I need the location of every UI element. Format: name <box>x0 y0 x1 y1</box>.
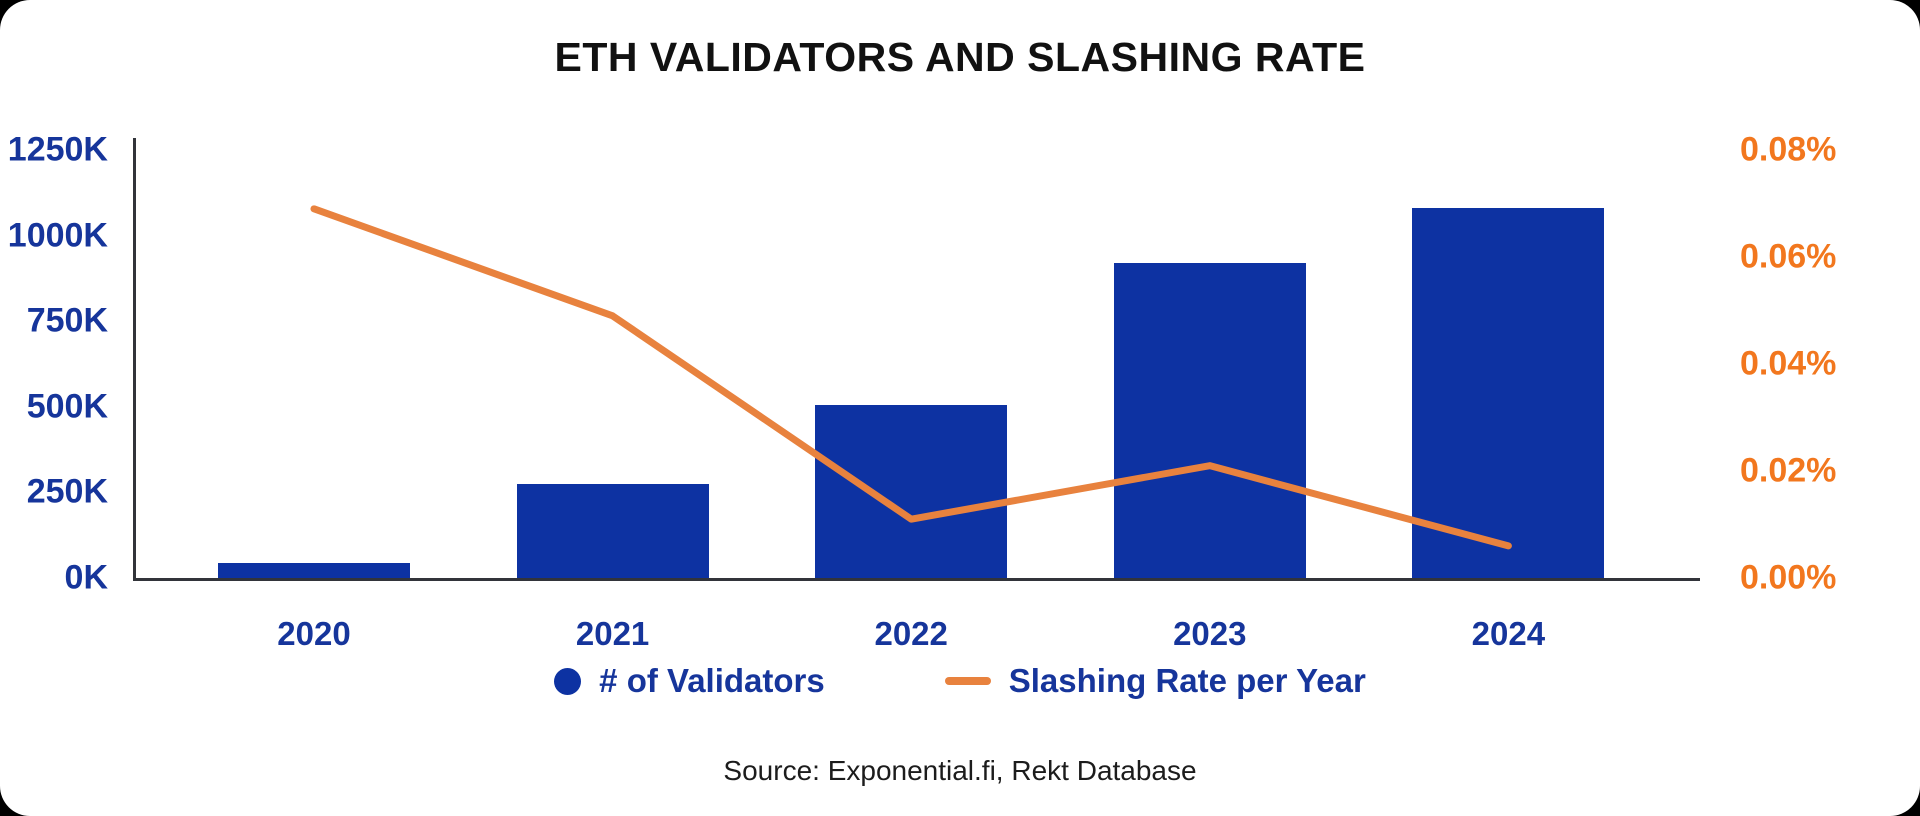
y-axis-tick-label-left: 250K <box>26 472 108 511</box>
y-axis-tick-label-right: 0.06% <box>1740 237 1837 276</box>
x-axis-year-label: 2023 <box>1173 615 1247 652</box>
legend-label-validators: # of Validators <box>599 662 825 699</box>
validators-bar <box>1113 262 1306 578</box>
y-axis-tick-label-left: 500K <box>26 387 108 426</box>
x-axis-line <box>133 578 1700 581</box>
chart-title: ETH VALIDATORS AND SLASHING RATE <box>554 34 1366 80</box>
y-axis-tick-label-left: 0K <box>64 558 108 597</box>
y-axis-tick-label-left: 1250K <box>7 130 108 169</box>
x-axis-year-label: 2024 <box>1471 615 1546 652</box>
validators-bar <box>516 483 709 578</box>
validators-bar <box>815 405 1008 578</box>
legend-item-validators: # of Validators <box>554 662 825 700</box>
chart-legend: # of Validators Slashing Rate per Year <box>0 662 1920 700</box>
y-axis-tick-label-right: 0.00% <box>1740 558 1837 597</box>
y-axis-tick-label-left: 1000K <box>7 216 108 255</box>
x-axis-year-label: 2022 <box>874 615 948 652</box>
x-axis-year-label: 2021 <box>575 615 650 652</box>
y-axis-tick-label-right: 0.02% <box>1740 451 1837 490</box>
source-note: Source: Exponential.fi, Rekt Database <box>723 755 1197 786</box>
y-axis-line <box>133 138 136 581</box>
validators-dot-icon <box>554 667 582 695</box>
x-axis-year-label: 2020 <box>277 615 351 652</box>
y-axis-tick-label-right: 0.08% <box>1740 130 1837 169</box>
legend-item-slashing: Slashing Rate per Year <box>944 662 1366 700</box>
slashing-line-icon <box>944 677 991 685</box>
legend-label-slashing: Slashing Rate per Year <box>1008 662 1366 699</box>
y-axis-tick-label-left: 750K <box>26 301 108 340</box>
validators-bar <box>218 562 410 578</box>
y-axis-tick-label-right: 0.04% <box>1740 344 1837 383</box>
validators-bar <box>1412 208 1605 578</box>
